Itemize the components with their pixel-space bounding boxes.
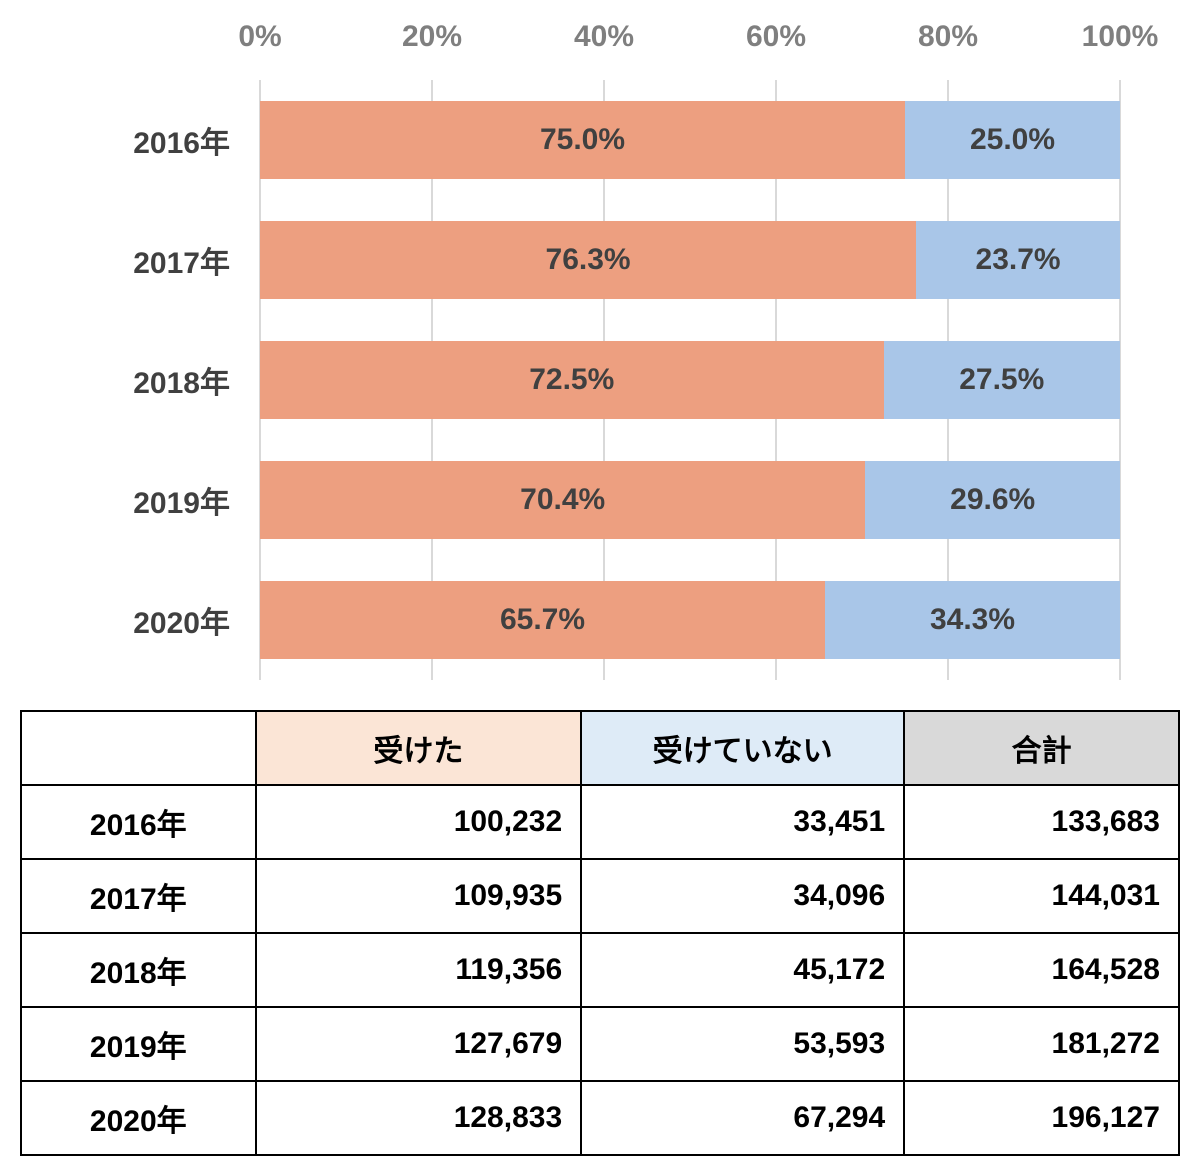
table-cell: 181,272 [904, 1007, 1179, 1081]
table-row-label: 2016年 [21, 785, 256, 859]
stacked-bar-chart: 0%20%40%60%80%100% 2016年75.0%25.0%2017年7… [20, 20, 1180, 700]
table-column-header: 受けた [256, 711, 582, 785]
table-cell: 67,294 [581, 1081, 904, 1155]
bar-row: 2018年72.5%27.5% [260, 341, 1120, 419]
bar-segment: 25.0% [905, 101, 1120, 179]
table-cell: 196,127 [904, 1081, 1179, 1155]
table-cell: 53,593 [581, 1007, 904, 1081]
table-row: 2020年128,83367,294196,127 [21, 1081, 1179, 1155]
table-cell: 144,031 [904, 859, 1179, 933]
table-row: 2016年100,23233,451133,683 [21, 785, 1179, 859]
bar-row: 2019年70.4%29.6% [260, 461, 1120, 539]
bar-container: 2016年75.0%25.0% 2017年76.3%23.7% 2018年72.5%… [260, 80, 1120, 680]
table-row-label: 2019年 [21, 1007, 256, 1081]
x-axis-tick-label: 0% [238, 20, 281, 54]
table-column-header: 受けていない [581, 711, 904, 785]
table-cell: 127,679 [256, 1007, 582, 1081]
table-cell: 109,935 [256, 859, 582, 933]
x-axis-tick-label: 100% [1082, 20, 1159, 54]
table-column-header [21, 711, 256, 785]
x-axis-tick-label: 60% [746, 20, 806, 54]
bar-segment: 70.4% [260, 461, 865, 539]
table-cell: 119,356 [256, 933, 582, 1007]
table-row: 2017年109,93534,096144,031 [21, 859, 1179, 933]
table-row-label: 2020年 [21, 1081, 256, 1155]
table-cell: 133,683 [904, 785, 1179, 859]
x-axis-labels: 0%20%40%60%80%100% [260, 20, 1120, 80]
bar-row: 2017年76.3%23.7% [260, 221, 1120, 299]
bar-row: 2016年75.0%25.0% [260, 101, 1120, 179]
bar-segment: 27.5% [884, 341, 1121, 419]
table-cell: 34,096 [581, 859, 904, 933]
bar-row: 2020年65.7%34.3% [260, 581, 1120, 659]
table-body: 2016年100,23233,451133,6832017年109,93534,… [21, 785, 1179, 1155]
bar-segment: 29.6% [865, 461, 1120, 539]
table-cell: 45,172 [581, 933, 904, 1007]
category-label: 2018年 [133, 358, 230, 402]
table-header-row: 受けた受けていない合計 [21, 711, 1179, 785]
x-axis-tick-label: 80% [918, 20, 978, 54]
bar-segment: 76.3% [260, 221, 916, 299]
table-cell: 33,451 [581, 785, 904, 859]
table-row-label: 2018年 [21, 933, 256, 1007]
bar-segment: 75.0% [260, 101, 905, 179]
bar-segment: 72.5% [260, 341, 884, 419]
category-label: 2016年 [133, 118, 230, 162]
table-column-header: 合計 [904, 711, 1179, 785]
x-axis-tick-label: 40% [574, 20, 634, 54]
bar-segment: 34.3% [825, 581, 1120, 659]
category-label: 2019年 [133, 478, 230, 522]
data-table: 受けた受けていない合計 2016年100,23233,451133,683201… [20, 710, 1180, 1156]
table-row: 2018年119,35645,172164,528 [21, 933, 1179, 1007]
table-cell: 128,833 [256, 1081, 582, 1155]
bar-segment: 23.7% [916, 221, 1120, 299]
x-axis-tick-label: 20% [402, 20, 462, 54]
plot-area: 2016年75.0%25.0% 2017年76.3%23.7% 2018年72.5%… [260, 80, 1120, 680]
table-cell: 100,232 [256, 785, 582, 859]
table-row-label: 2017年 [21, 859, 256, 933]
bar-segment: 65.7% [260, 581, 825, 659]
table-cell: 164,528 [904, 933, 1179, 1007]
table-row: 2019年127,67953,593181,272 [21, 1007, 1179, 1081]
category-label: 2017年 [133, 238, 230, 282]
category-label: 2020年 [133, 598, 230, 642]
